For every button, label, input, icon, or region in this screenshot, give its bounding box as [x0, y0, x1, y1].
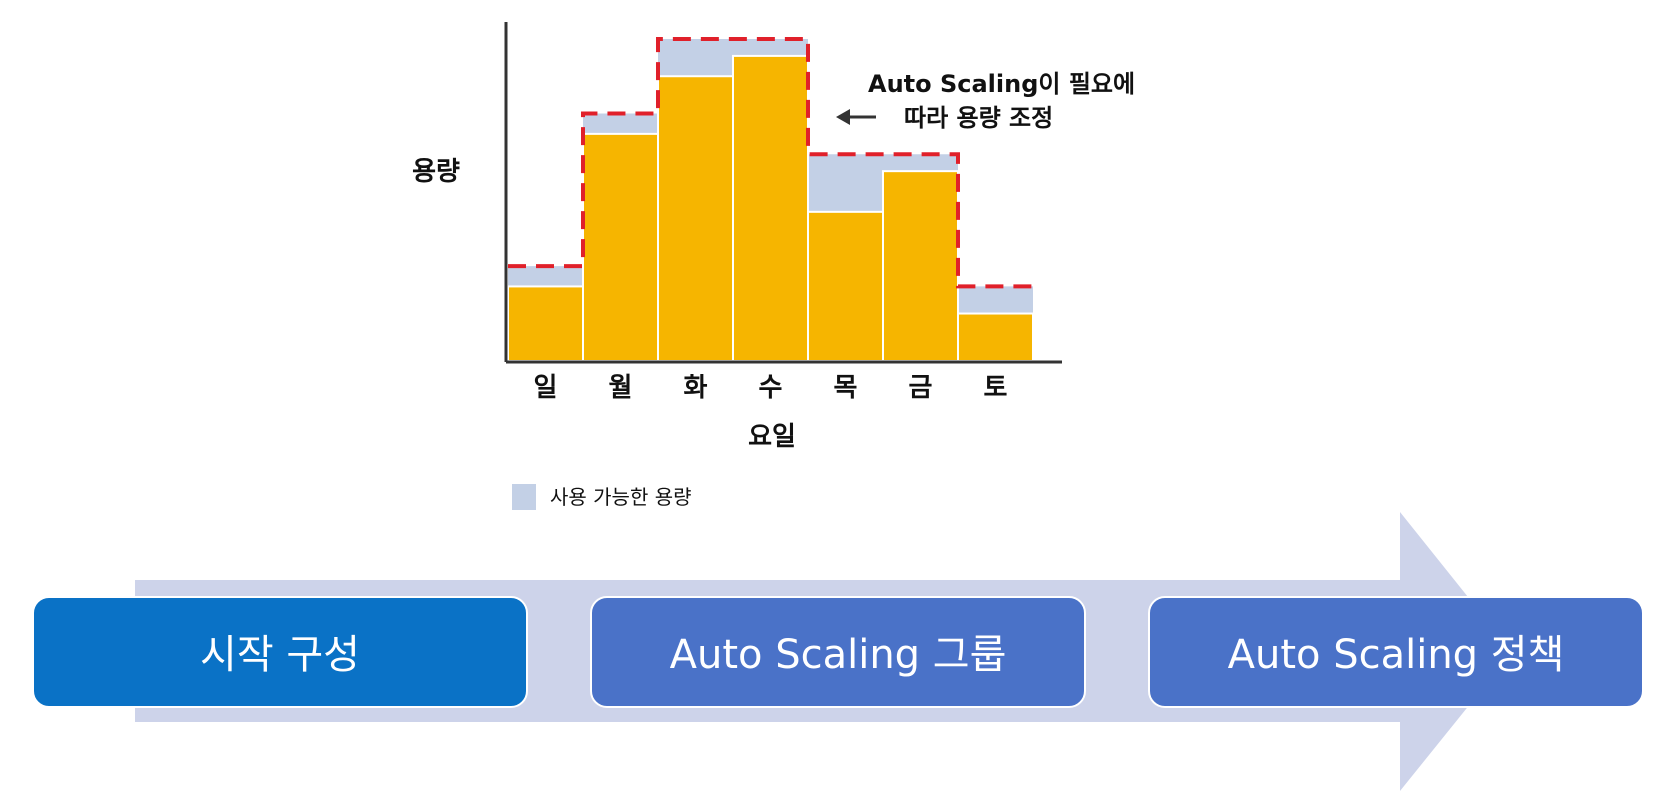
annotation: Auto Scaling이 필요에 따라 용량 조정: [836, 70, 1135, 132]
bar-5: [882, 170, 959, 362]
step-label-auto-scaling-policy: Auto Scaling 정책: [1228, 632, 1565, 678]
x-tick-label-3: 수: [759, 373, 783, 403]
x-tick-label-1: 월: [609, 373, 633, 403]
x-axis-label: 요일: [748, 422, 796, 452]
step-label-auto-scaling-group: Auto Scaling 그룹: [670, 632, 1007, 678]
bar-4: [807, 210, 884, 362]
annotation-line-1: Auto Scaling이 필요에: [868, 70, 1135, 98]
x-tick-label-5: 금: [909, 373, 933, 403]
legend: 사용 가능한 용량: [512, 484, 692, 510]
legend-label: 사용 가능한 용량: [550, 485, 692, 509]
x-tick-label-6: 토: [984, 373, 1008, 403]
step-box-auto-scaling-group: [590, 596, 1086, 708]
annotation-line-2: 따라 용량 조정: [904, 104, 1053, 132]
capacity-dashed-line: [508, 36, 1033, 289]
flow-step-1: 시작 구성: [32, 596, 528, 708]
bar-3: [732, 54, 809, 363]
y-axis-label: 용량: [412, 157, 460, 187]
step-box-launch-config: [32, 596, 528, 708]
x-tick-label-2: 화: [684, 373, 708, 403]
step-label-launch-config: 시작 구성: [200, 632, 360, 678]
legend-swatch: [512, 484, 536, 510]
bar-6: [957, 312, 1034, 363]
process-flow: 시작 구성 Auto Scaling 그룹 Auto Scaling 정책: [32, 512, 1644, 791]
bars-layer: [507, 54, 1034, 363]
x-tick-label-0: 일: [534, 373, 558, 403]
bar-0: [507, 285, 584, 363]
bar-2: [657, 75, 734, 363]
bar-1: [582, 132, 659, 362]
capacity-chart: 일 월 화 수 목 금 토 용량 요일 Auto Scaling이 필요에 따라 용량 조정…: [412, 22, 1135, 510]
step-box-auto-scaling-policy: [1148, 596, 1644, 708]
x-tick-label-4: 목: [834, 373, 858, 403]
flow-step-2: Auto Scaling 그룹: [590, 596, 1086, 708]
flow-step-3: Auto Scaling 정책: [1148, 596, 1644, 708]
annotation-arrow-icon: [836, 109, 876, 125]
